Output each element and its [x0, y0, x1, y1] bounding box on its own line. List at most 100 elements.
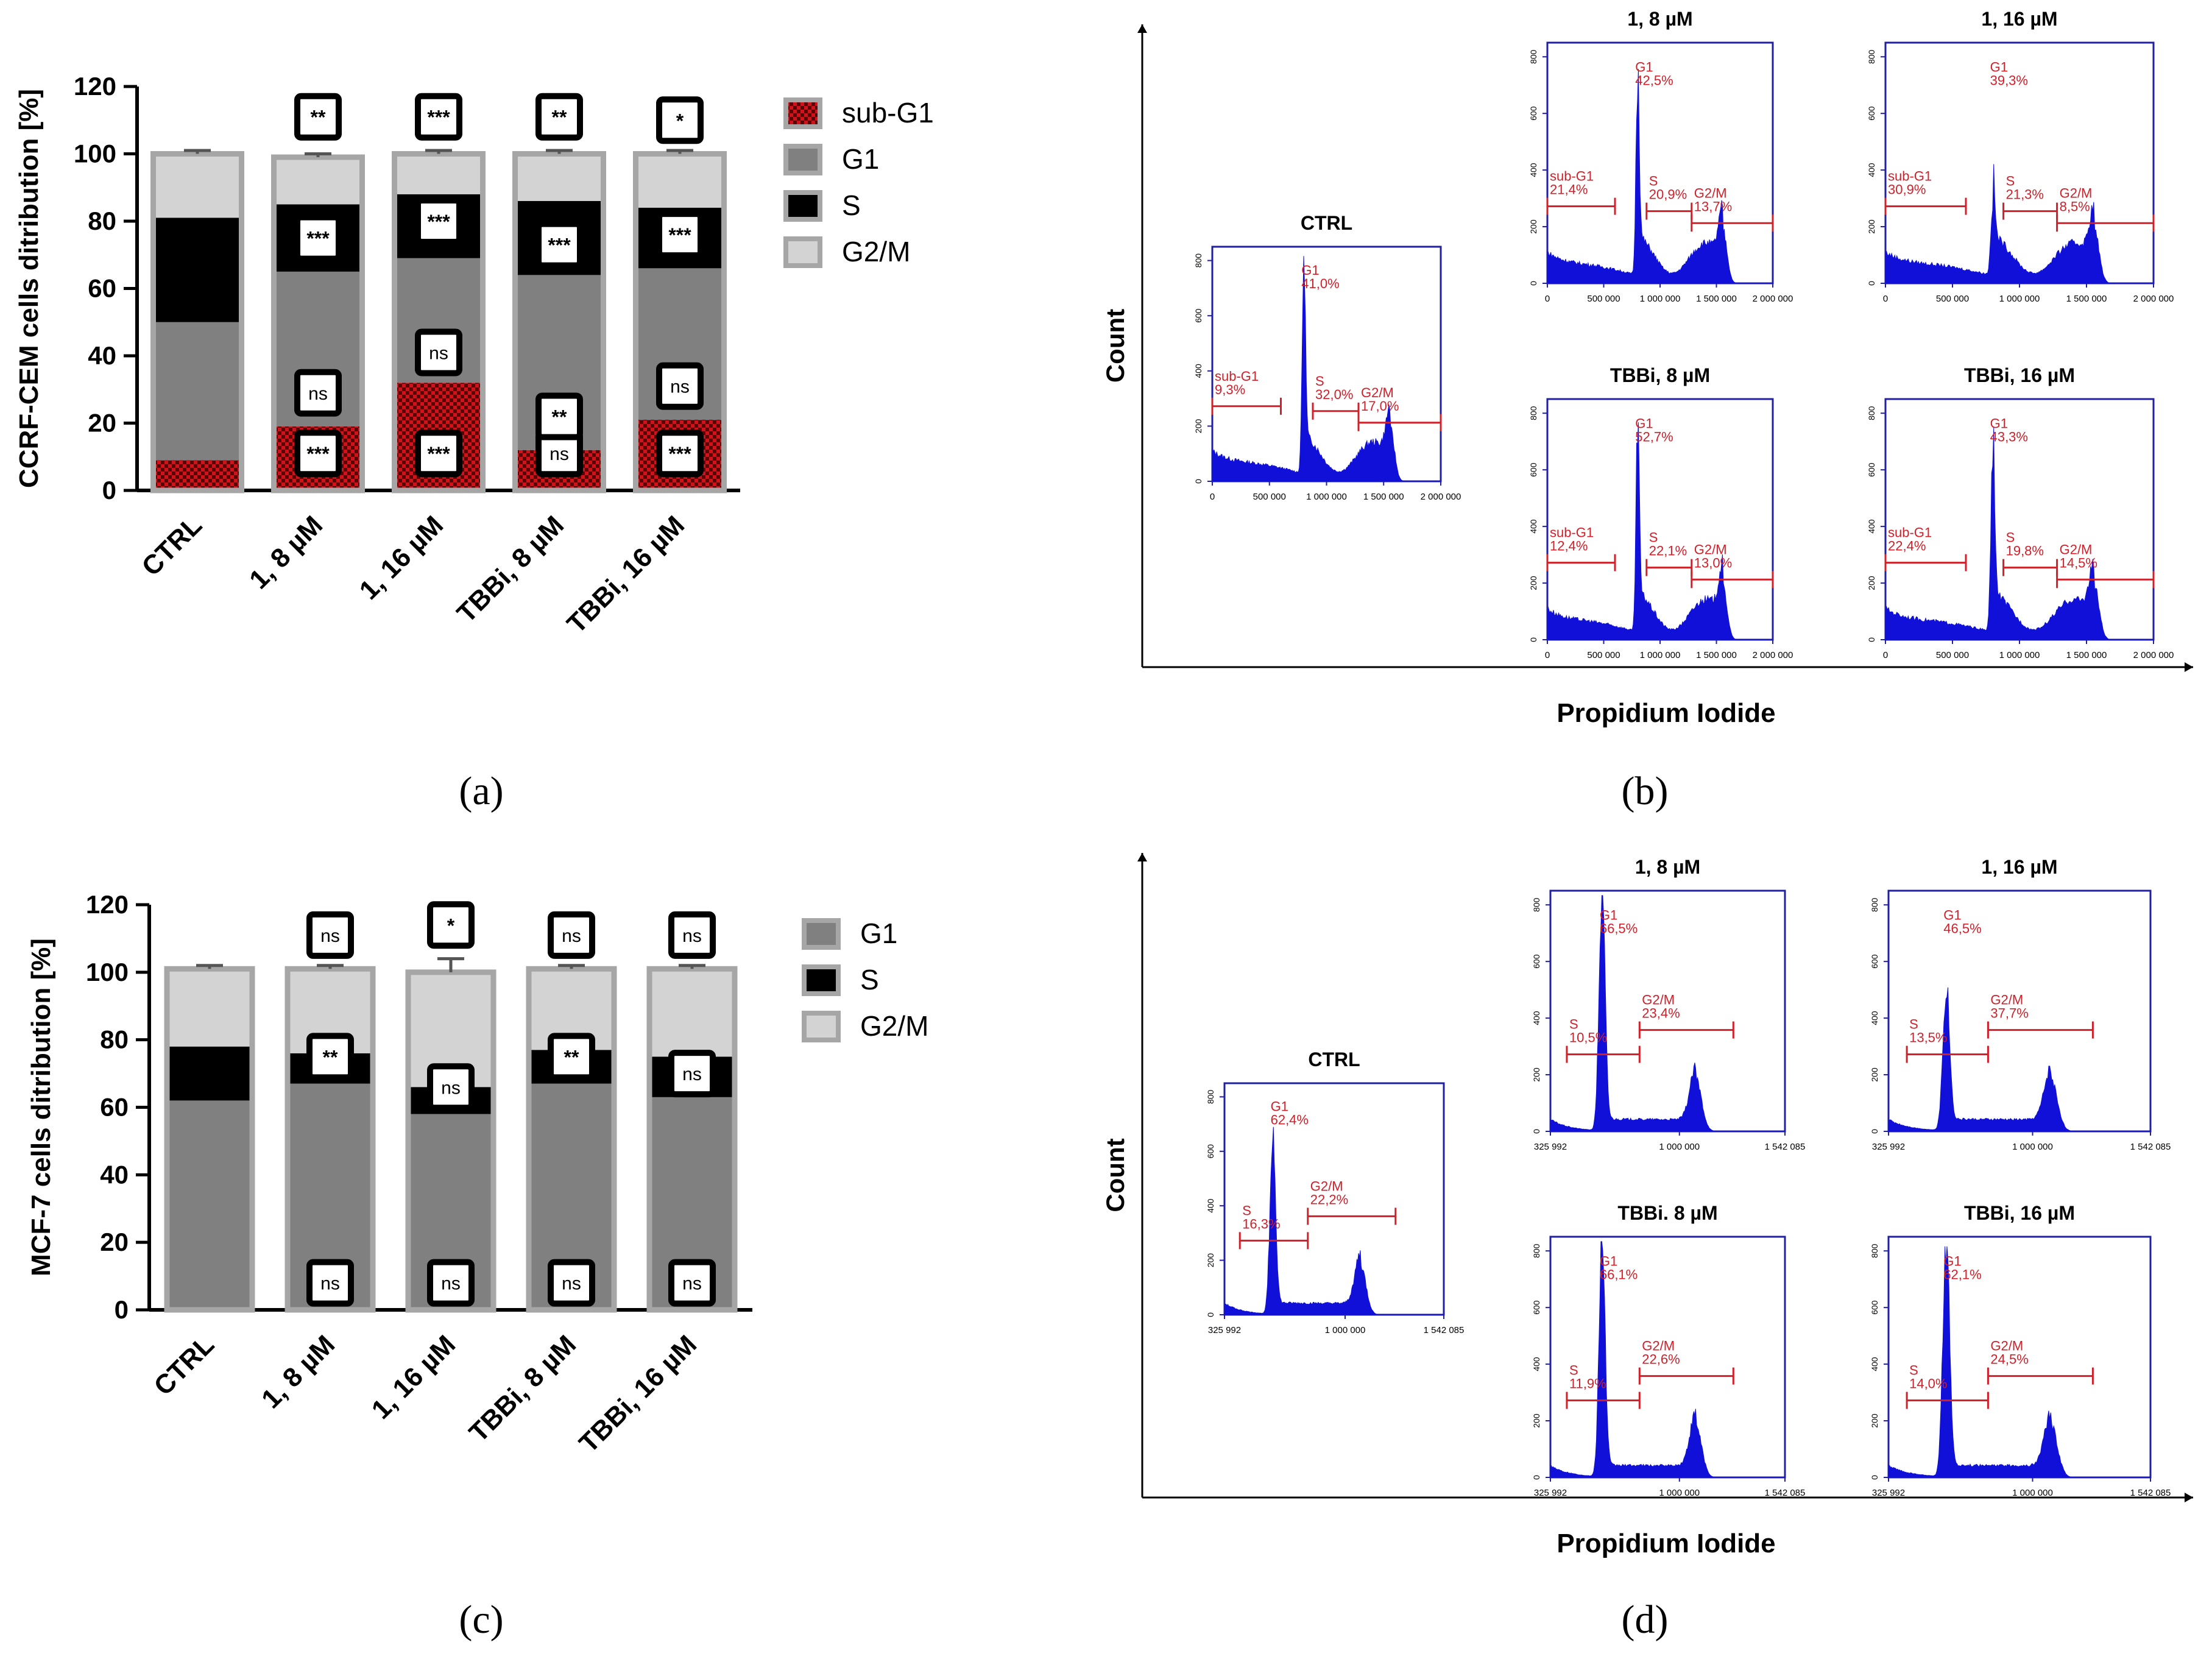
hist-y-tick-label: 0	[1532, 1129, 1541, 1134]
gate-percent: 23,4%	[1642, 1006, 1680, 1021]
gate-name: G2/M	[2060, 542, 2093, 557]
gate-percent: 10,5%	[1569, 1030, 1607, 1045]
gate-name: G2/M	[1642, 992, 1675, 1008]
significance-label: ns	[562, 1274, 581, 1294]
legend-swatch	[802, 1011, 841, 1042]
gate-name: S	[1242, 1203, 1251, 1218]
significance-label: ***	[306, 228, 330, 250]
hist-x-tick-label: 1 000 000	[1999, 650, 2040, 660]
significance-box	[548, 1033, 595, 1081]
bar-segment-s	[167, 1046, 252, 1101]
significance-label: **	[552, 406, 567, 428]
gate-name: G2/M	[1990, 1338, 2023, 1354]
chart-b-histograms: Count Propidium Iodide CTRL 0 200 400 600 800 0 5…	[1101, 8, 2193, 728]
hist-y-tick-label: 0	[1193, 479, 1203, 484]
gate-percent: 66,5%	[1600, 921, 1638, 936]
y-tick-label: 60	[100, 1093, 129, 1122]
gate-percent: 21,3%	[2006, 187, 2044, 202]
y-tick-label: 0	[102, 476, 116, 504]
y-tick-label: 80	[100, 1025, 129, 1054]
significance-box	[415, 197, 462, 245]
gate-percent: 39,3%	[1990, 72, 2028, 88]
panel-x-label: Propidium Iodide	[1557, 1529, 1775, 1558]
gate-name: S	[2006, 530, 2015, 545]
bar-segment-g2m	[394, 154, 483, 194]
gate-name: sub-G1	[1888, 525, 1932, 540]
hist-x-tick-label: 500 000	[1253, 492, 1286, 502]
significance-box	[656, 96, 704, 144]
legend-label: G2/M	[860, 1010, 928, 1042]
y-tick-label: 120	[86, 890, 129, 919]
panel-label-d: (d)	[1622, 1597, 1669, 1642]
bar-segment-g2m	[274, 157, 362, 205]
histogram-title: TBBi. 8 µM	[1617, 1202, 1717, 1224]
histogram-distribution	[1888, 987, 2150, 1132]
bar-segment-g1	[167, 1100, 252, 1310]
hist-x-tick-label: 0	[1545, 294, 1550, 304]
panel-x-arrow	[2185, 1493, 2193, 1502]
gate-name: G2/M	[1694, 185, 1727, 200]
significance-label: ns	[562, 926, 581, 946]
hist-y-tick-label: 400	[1532, 1357, 1541, 1371]
significance-box	[294, 214, 342, 262]
hist-y-tick-label: 600	[1193, 308, 1203, 323]
gate-name: S	[1909, 1017, 1918, 1032]
gate-percent: 9,3%	[1215, 382, 1245, 397]
gate-percent: 17,0%	[1361, 398, 1399, 414]
hist-y-tick-label: 0	[1870, 1475, 1879, 1480]
gate-percent: 66,1%	[1600, 1267, 1638, 1282]
gate-name: G2/M	[1361, 385, 1394, 400]
histogram-distribution	[1550, 1241, 1785, 1478]
hist-y-tick-label: 0	[1867, 281, 1876, 286]
gate-name: sub-G1	[1888, 169, 1932, 184]
y-tick-label: 20	[100, 1228, 129, 1256]
hist-x-tick-label: 1 000 000	[1640, 650, 1681, 660]
hist-x-tick-label: 500 000	[1587, 294, 1620, 304]
gate-name: sub-G1	[1215, 369, 1259, 384]
hist-x-tick-label: 1 500 000	[1696, 650, 1737, 660]
gate-name: S	[2006, 174, 2015, 189]
bar-segment-g2m	[167, 969, 252, 1047]
panel-label-b: (b)	[1622, 769, 1669, 813]
hist-x-tick-label: 0	[1883, 294, 1888, 304]
gate-percent: 62,4%	[1271, 1112, 1309, 1128]
hist-x-tick-label: 1 000 000	[2012, 1142, 2053, 1152]
hist-y-tick-label: 800	[1528, 49, 1538, 64]
significance-box	[427, 1063, 475, 1111]
gate-percent: 8,5%	[2060, 199, 2090, 214]
significance-label: ns	[429, 343, 448, 363]
hist-y-tick-label: 600	[1528, 106, 1538, 121]
gate-percent: 14,0%	[1909, 1376, 1947, 1391]
hist-y-tick-label: 600	[1532, 954, 1541, 969]
hist-x-tick-label: 1 000 000	[1659, 1142, 1700, 1152]
hist-x-tick-label: 2 000 000	[2133, 294, 2174, 304]
legend-label: G2/M	[842, 236, 910, 267]
legend-label: G1	[842, 143, 879, 175]
y-tick-label: 20	[88, 409, 116, 437]
legend-label: S	[860, 964, 879, 995]
histogram-title: 1, 16 µM	[1981, 8, 2057, 30]
hist-y-tick-label: 600	[1532, 1300, 1541, 1315]
hist-y-tick-label: 400	[1206, 1198, 1215, 1213]
y-tick-label: 60	[88, 274, 116, 303]
significance-box	[548, 911, 595, 959]
gate-percent: 16,3%	[1242, 1216, 1280, 1231]
chart-d-histograms: Count Propidium Iodide CTRL 0 200 400 600 800 32…	[1101, 853, 2193, 1558]
histogram-distribution	[1547, 69, 1773, 284]
hist-y-tick-label: 0	[1532, 1475, 1541, 1480]
panel-y-arrow	[1137, 24, 1147, 33]
legend-swatch	[783, 190, 822, 222]
significance-label: ns	[682, 926, 702, 946]
gate-percent: 21,4%	[1550, 182, 1588, 197]
legend-swatch	[783, 97, 822, 129]
hist-y-tick-label: 600	[1867, 462, 1876, 477]
y-tick-label: 100	[86, 958, 129, 986]
hist-x-tick-label: 325 992	[1872, 1488, 1905, 1498]
x-tick-label: TBBi, 16 µM	[573, 1329, 702, 1459]
significance-label: ns	[308, 384, 328, 404]
hist-x-tick-label: 1 542 085	[1765, 1488, 1806, 1498]
hist-y-tick-label: 400	[1532, 1011, 1541, 1025]
hist-x-tick-label: 0	[1210, 492, 1215, 502]
hist-x-tick-label: 325 992	[1534, 1488, 1567, 1498]
panel-x-arrow	[2185, 662, 2193, 672]
